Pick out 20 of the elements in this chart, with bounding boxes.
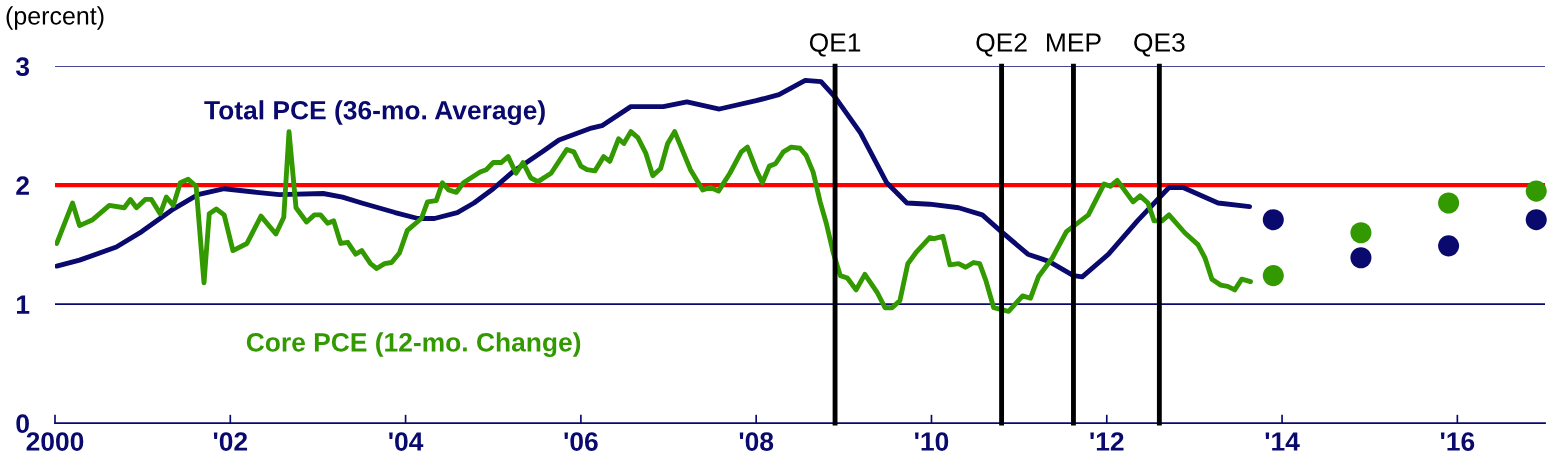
x-tick-label: '16 <box>1440 432 1475 451</box>
ref-line-label: QE2 <box>976 33 1027 57</box>
ref-line-label: MEP <box>1047 33 1101 52</box>
x-tick-label: '10 <box>915 432 949 451</box>
x-tick-label: '04 <box>389 432 424 451</box>
x-tick-label: '06 <box>564 432 598 451</box>
series-label: Total PCE (36-mo. Average) <box>204 100 545 125</box>
y-axis-title: (percent) <box>6 6 104 30</box>
ref-line-label: QE3 <box>1134 33 1185 57</box>
y-tick-label: 1 <box>16 295 30 314</box>
x-tick-label: '08 <box>739 432 774 451</box>
x-tick-label: '02 <box>213 432 248 451</box>
y-tick-label: 0 <box>16 414 29 433</box>
x-tick-label: '12 <box>1090 432 1124 451</box>
text: Core PCE (12-mo. Change) <box>246 332 581 357</box>
x-tick-label: 2000 <box>26 432 84 451</box>
y-tick-label: 2 <box>16 176 29 195</box>
y-tick-label: 3 <box>15 57 30 77</box>
x-tick-label: '14 <box>1265 432 1300 451</box>
ref-line-label: QE1 <box>809 33 861 57</box>
